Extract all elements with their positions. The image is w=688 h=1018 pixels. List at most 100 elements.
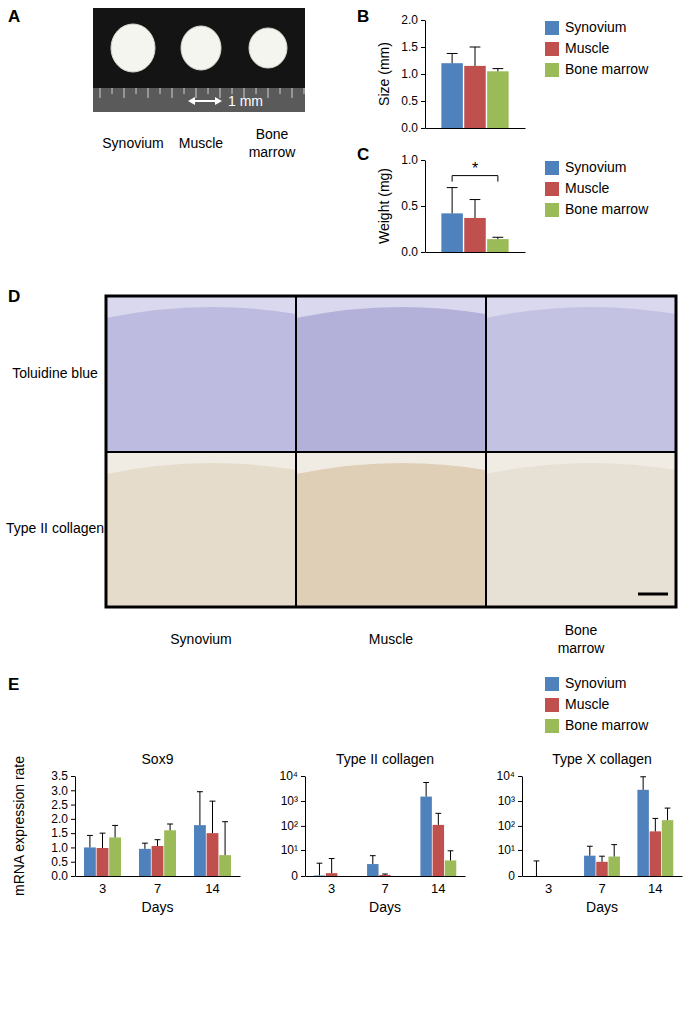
y-axis-title: Weight (mg) [376, 168, 392, 244]
y-tick: 2.5 [51, 798, 75, 812]
legend-swatch [545, 161, 559, 175]
y-tick-mark [71, 776, 75, 777]
chart: 0.00.51.01.52.0Size (mm)SynoviumMuscleBo… [376, 13, 649, 135]
y-tick-label: 10¹ [281, 843, 298, 857]
y-axis-line [305, 777, 306, 877]
y-tick: 10² [498, 819, 522, 833]
error-bar-cap [665, 808, 671, 809]
y-tick-mark [518, 876, 522, 877]
legend-label: Muscle [565, 40, 610, 56]
y-tick-label: 1.0 [51, 841, 68, 855]
error-bar-cap [640, 776, 646, 777]
y-tick: 2.0 [401, 13, 425, 27]
sample-caption: Synovium [102, 135, 163, 151]
legend-swatch [545, 677, 559, 691]
error-bar [470, 47, 481, 66]
y-tick: 1.5 [51, 826, 75, 840]
bar [97, 848, 109, 876]
ruler-tick [124, 88, 125, 98]
error-bar-stem [475, 200, 476, 218]
chart-title: Type II collagen [336, 751, 434, 767]
error-bar-cap [599, 856, 605, 857]
y-tick-label: 10⁴ [279, 769, 298, 783]
error-bar-stem [614, 845, 615, 857]
y-tick-mark [71, 805, 75, 806]
error-bar-cap [155, 839, 161, 840]
error-bar [382, 874, 388, 876]
histology-image [106, 452, 296, 607]
panel-label: B [357, 7, 369, 26]
y-tick: 0.0 [401, 245, 425, 259]
y-tick-mark [301, 876, 305, 877]
x-tick: 3 [328, 881, 335, 896]
y-axis: 010¹10²10³10⁴ [279, 769, 305, 883]
y-tick: 10¹ [498, 843, 522, 857]
x-tick: 14 [431, 881, 445, 896]
tissue-pellet [249, 28, 287, 68]
y-tick: 1.0 [51, 841, 75, 855]
error-bar-cap [197, 791, 203, 792]
y-tick: 1.0 [401, 67, 425, 81]
y-tick-mark [71, 833, 75, 834]
panel-a: 1 mmSynoviumMuscleBonemarrow [93, 8, 305, 160]
bar [164, 830, 176, 876]
error-bar-stem [452, 53, 453, 63]
y-tick-label: 3.0 [51, 784, 68, 798]
y-tick-label: 10² [281, 819, 298, 833]
error-bar-stem [438, 813, 439, 825]
y-tick-mark [421, 252, 425, 253]
x-tick: 7 [154, 881, 161, 896]
y-tick-label: 3.5 [51, 769, 68, 783]
error-bar-stem [450, 851, 451, 861]
x-tick-label: 14 [648, 881, 662, 896]
error-bar-cap [611, 844, 617, 845]
bar [487, 239, 509, 252]
legend-label: Muscle [565, 180, 610, 196]
error-bar [329, 859, 335, 874]
error-bar-stem [115, 825, 116, 837]
bar [441, 63, 463, 128]
y-tick: 3.5 [51, 769, 75, 783]
error-bar-stem [475, 47, 476, 66]
legend-swatch [545, 182, 559, 196]
error-bar-stem [643, 777, 644, 790]
ruler-tick [268, 88, 269, 98]
significance-marker: * [472, 160, 478, 177]
bar [543, 876, 554, 877]
tissue-surface [296, 452, 486, 474]
y-tick-mark [301, 801, 305, 802]
error-bar-cap [652, 818, 658, 819]
y-axis: 0.00.51.0 [401, 153, 425, 259]
error-bar-stem [426, 782, 427, 796]
x-tick-label: 7 [598, 881, 605, 896]
bar [584, 856, 595, 876]
x-axis [426, 128, 526, 129]
error-bar-cap [493, 68, 504, 69]
bar [139, 849, 151, 876]
scale-arrow [192, 100, 218, 102]
x-axis-title: Days [142, 899, 174, 915]
histology-image [296, 452, 486, 607]
y-tick: 0 [291, 869, 305, 883]
bar [487, 71, 509, 128]
error-bar [447, 188, 458, 214]
ruler-tick [208, 88, 209, 94]
error-bar-cap [435, 813, 441, 814]
legend-label: Muscle [565, 696, 610, 712]
figure: 1 mmSynoviumMuscleBonemarrowAToluidine b… [0, 0, 688, 1018]
error-bar-cap [317, 863, 323, 864]
x-tick-label: 7 [381, 881, 388, 896]
plot-area [441, 47, 508, 128]
error-bar [155, 840, 161, 846]
legend-label: Bone marrow [565, 717, 649, 733]
y-tick-label: 2.5 [51, 798, 68, 812]
y-tick-mark [518, 850, 522, 851]
y-tick: 3.0 [51, 784, 75, 798]
y-tick: 1.0 [401, 153, 425, 167]
error-bar-cap [87, 835, 93, 836]
y-tick: 0.5 [401, 94, 425, 108]
panel-d: Toluidine blueType II collagenSynoviumMu… [6, 296, 676, 656]
legend: SynoviumMuscleBone marrow [545, 19, 649, 77]
ruler-tick [100, 88, 101, 98]
error-bar-stem [319, 863, 320, 875]
